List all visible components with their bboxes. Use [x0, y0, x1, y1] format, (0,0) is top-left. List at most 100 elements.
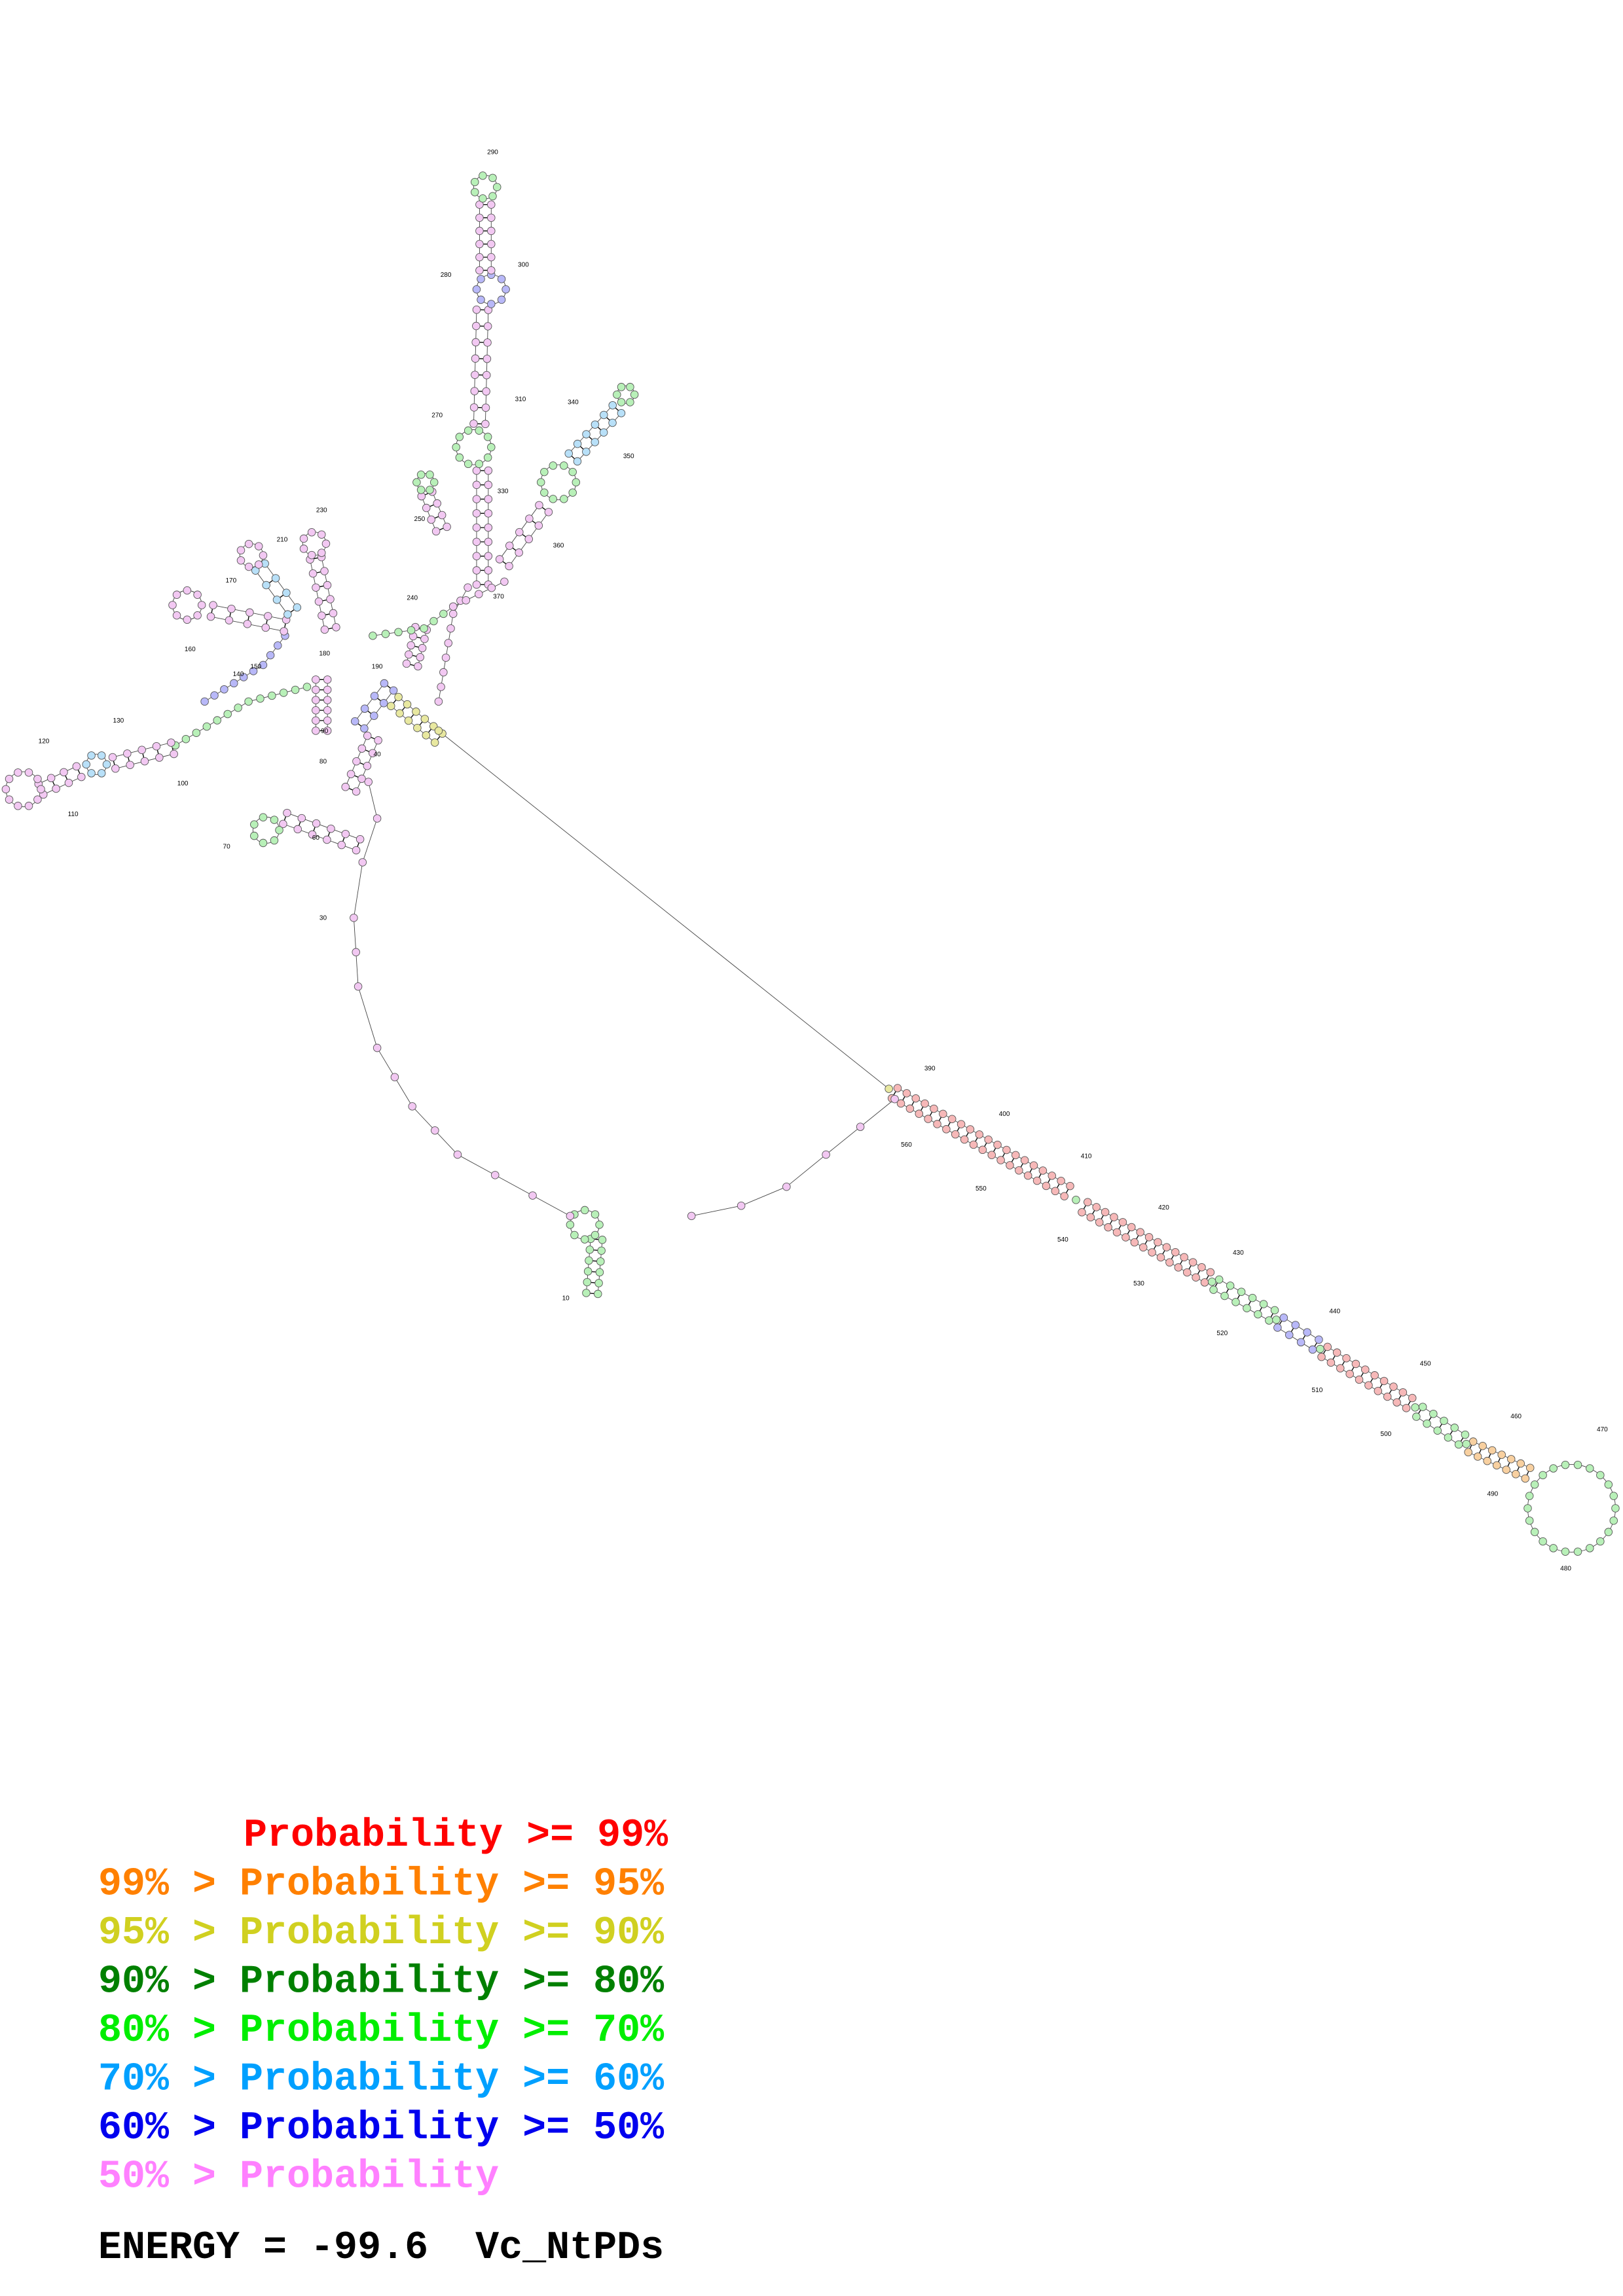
nucleotide [484, 566, 493, 575]
nucleotide [505, 562, 513, 571]
nucleotide [357, 744, 367, 753]
nucleotide [280, 627, 288, 636]
position-label: 90 [321, 728, 329, 735]
position-label: 540 [1057, 1236, 1068, 1244]
nucleotide [1006, 1161, 1014, 1170]
nucleotide [893, 1084, 902, 1092]
nucleotide [942, 1125, 951, 1134]
nucleotide [1248, 1293, 1257, 1302]
nucleotide [501, 285, 510, 294]
nucleotide [564, 449, 573, 458]
nucleotide [1308, 1345, 1317, 1354]
nucleotide [249, 667, 258, 675]
nucleotide [600, 410, 608, 420]
nucleotide [464, 426, 473, 435]
nucleotide [312, 706, 320, 715]
position-label: 330 [498, 488, 509, 495]
nucleotide [209, 601, 217, 609]
nucleotide [582, 430, 591, 439]
position-label: 410 [1081, 1153, 1092, 1160]
position-label: 420 [1158, 1204, 1169, 1211]
nucleotide [37, 785, 45, 794]
nucleotide [14, 768, 22, 777]
nucleotide [407, 626, 416, 635]
nucleotide [1374, 1387, 1383, 1395]
position-label: 430 [1233, 1249, 1244, 1257]
nucleotide [5, 774, 14, 783]
nucleotide [583, 1278, 592, 1287]
position-label: 140 [233, 671, 244, 678]
nucleotide [405, 650, 413, 659]
nucleotide [1516, 1459, 1525, 1468]
position-label: 340 [568, 399, 579, 406]
nucleotide [246, 608, 254, 617]
nucleotide [244, 697, 253, 706]
nucleotide [1112, 1228, 1122, 1237]
nucleotide [617, 398, 626, 406]
nucleotide [422, 503, 431, 512]
nucleotide [856, 1122, 865, 1131]
nucleotide [420, 624, 428, 633]
nucleotide [1206, 1268, 1215, 1277]
position-label: 560 [901, 1141, 912, 1149]
nucleotide [256, 694, 264, 703]
nucleotide [475, 426, 484, 435]
nucleotide [1383, 1392, 1392, 1401]
nucleotide [323, 675, 332, 684]
nucleotide [1032, 1176, 1042, 1185]
nucleotide [540, 467, 549, 476]
nucleotide [598, 1236, 607, 1244]
nucleotide [308, 569, 318, 578]
nucleotide [293, 825, 302, 834]
nucleotide [591, 1230, 600, 1240]
nucleotide [373, 814, 382, 823]
nucleotide [275, 826, 283, 834]
nucleotide [915, 1109, 924, 1118]
nucleotide [312, 685, 320, 694]
nucleotide [1412, 1412, 1421, 1421]
nucleotide [475, 253, 484, 262]
nucleotide [193, 611, 202, 620]
nucleotide [250, 831, 259, 840]
position-label: 130 [113, 717, 124, 725]
nucleotide [535, 501, 543, 510]
nucleotide [360, 704, 369, 713]
nucleotide [1086, 1213, 1095, 1222]
nucleotide [420, 715, 429, 723]
backbone [364, 690, 394, 729]
nucleotide [469, 403, 479, 412]
nucleotide [483, 338, 492, 347]
nucleotide [585, 1246, 594, 1254]
nucleotide [884, 1085, 893, 1093]
nucleotide [453, 1150, 462, 1159]
nucleotide [368, 749, 377, 757]
nucleotide [326, 595, 335, 603]
nucleotide [573, 457, 582, 466]
nucleotide [439, 609, 448, 619]
nucleotide [434, 697, 443, 706]
position-label: 60 [312, 834, 320, 842]
nucleotide [230, 679, 238, 688]
nucleotide [1209, 1285, 1218, 1294]
nucleotide [1, 785, 10, 794]
nucleotide [223, 709, 232, 719]
nucleotide [921, 1099, 929, 1108]
nucleotide [1029, 1161, 1038, 1170]
nucleotide [341, 783, 350, 791]
nucleotide [1127, 1223, 1136, 1232]
nucleotide [470, 387, 479, 395]
nucleotide [475, 226, 484, 236]
nucleotide [283, 808, 291, 817]
nucleotide [1060, 1192, 1068, 1200]
nucleotide [1207, 1278, 1216, 1286]
nucleotide [1220, 1291, 1229, 1300]
nucleotide [282, 588, 291, 598]
nucleotide [1336, 1364, 1345, 1372]
position-label: 490 [1487, 1490, 1499, 1498]
nucleotide [1549, 1544, 1558, 1552]
nucleotide [479, 171, 487, 180]
nucleotide [566, 1221, 575, 1229]
legend-entry: 90% > Probability >= 80% [98, 1960, 665, 2005]
nucleotide [960, 1135, 969, 1144]
nucleotide [413, 723, 422, 732]
